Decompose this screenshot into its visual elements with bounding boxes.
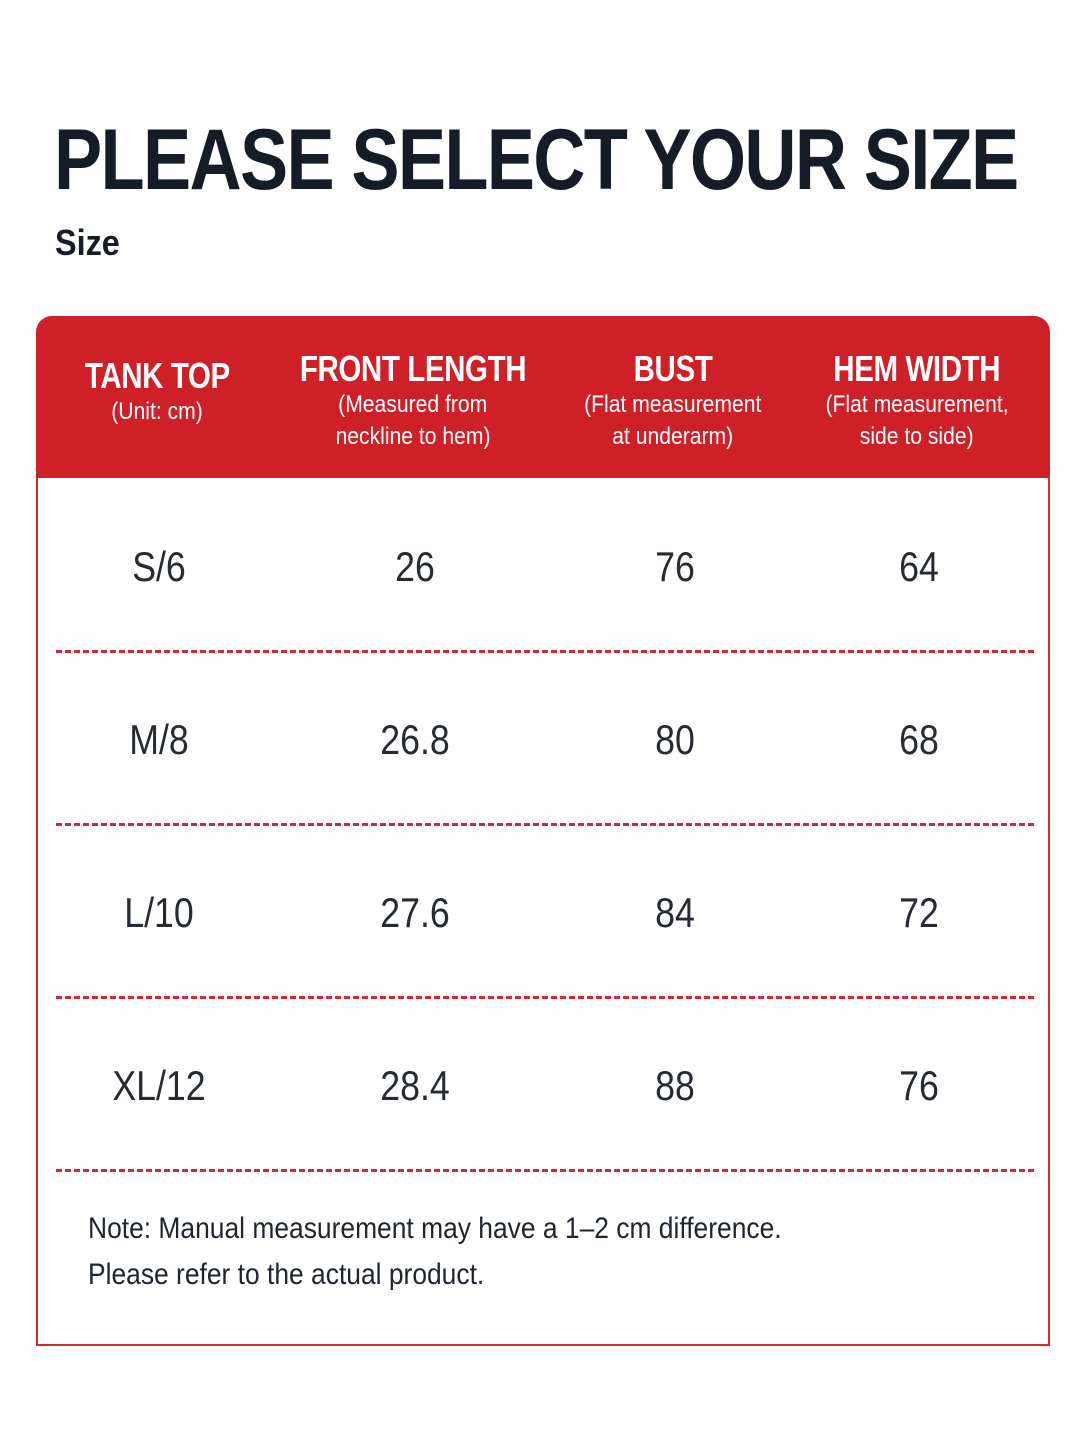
column-header-bust: BUST (Flat measurement at underarm) (548, 316, 798, 478)
table-body: S/6 26 76 64 M/8 26.8 80 68 L/10 27.6 84… (38, 478, 1048, 1172)
table-row: L/10 27.6 84 72 (38, 824, 1048, 999)
table-row: XL/12 28.4 88 76 (38, 997, 1048, 1172)
column-header-hem-width: HEM WIDTH (Flat measurement, side to sid… (798, 316, 1036, 478)
row-divider (56, 1169, 1034, 1172)
column-subtitle: (Measured from (338, 391, 488, 418)
hem-width-cell: 68 (899, 715, 939, 763)
size-cell: S/6 (132, 542, 186, 590)
bust-cell: 88 (655, 1061, 695, 1109)
note-line: Please refer to the actual product. (88, 1258, 485, 1291)
column-header-front-length: FRONT LENGTH (Measured from neckline to … (278, 316, 548, 478)
column-subtitle: at underarm) (612, 423, 734, 450)
size-cell: L/10 (124, 888, 194, 936)
front-length-cell: 27.6 (380, 888, 450, 936)
note-line: Note: Manual measurement may have a 1–2 … (88, 1212, 782, 1245)
column-subtitle: (Flat measurement (584, 391, 762, 418)
front-length-cell: 28.4 (380, 1061, 450, 1109)
column-subtitle: (Unit: cm) (111, 398, 203, 425)
table-header: TANK TOP (Unit: cm) FRONT LENGTH (Measur… (36, 316, 1050, 478)
size-chart-table: TANK TOP (Unit: cm) FRONT LENGTH (Measur… (36, 316, 1050, 1346)
size-cell: XL/12 (112, 1061, 206, 1109)
measurement-note: Note: Manual measurement may have a 1–2 … (88, 1206, 782, 1298)
table-row: M/8 26.8 80 68 (38, 651, 1048, 826)
hem-width-cell: 64 (899, 542, 939, 590)
front-length-cell: 26 (395, 542, 435, 590)
column-title: TANK TOP (84, 355, 230, 396)
row-divider (56, 996, 1034, 999)
bust-cell: 76 (655, 542, 695, 590)
size-cell: M/8 (129, 715, 189, 763)
row-divider (56, 650, 1034, 653)
column-title: HEM WIDTH (833, 348, 1001, 389)
column-title: BUST (633, 348, 713, 389)
page-subtitle: Size (55, 222, 120, 263)
column-header-tank-top: TANK TOP (Unit: cm) (36, 316, 278, 478)
bust-cell: 84 (655, 888, 695, 936)
page-title: PLEASE SELECT YOUR SIZE (54, 112, 1019, 208)
front-length-cell: 26.8 (380, 715, 450, 763)
bust-cell: 80 (655, 715, 695, 763)
row-divider (56, 823, 1034, 826)
column-title: FRONT LENGTH (299, 348, 527, 389)
column-subtitle: side to side) (860, 423, 974, 450)
hem-width-cell: 76 (899, 1061, 939, 1109)
column-subtitle: (Flat measurement, (825, 391, 1009, 418)
hem-width-cell: 72 (899, 888, 939, 936)
column-subtitle: neckline to hem) (335, 423, 491, 450)
table-row: S/6 26 76 64 (38, 478, 1048, 653)
